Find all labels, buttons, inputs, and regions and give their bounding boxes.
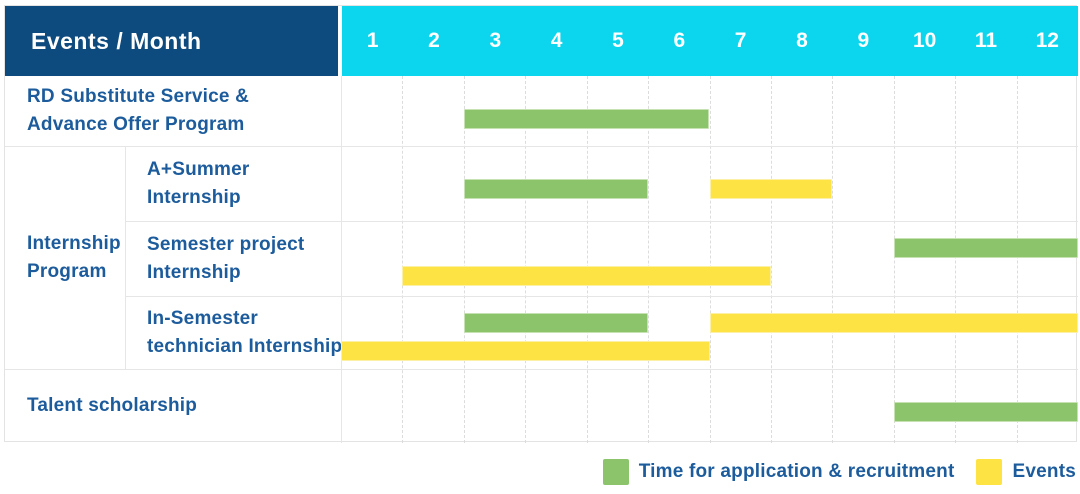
gantt-bar-event [709,313,1078,333]
month-header-cell: 9 [857,29,870,52]
legend-label: Time for application & recruitment [638,461,955,482]
month-header-row: 1 2 3 4 5 6 7 8 9 10 11 12 [342,6,1078,76]
row-label-line: A+Summer [147,158,250,180]
row-label-line: Internship [27,232,121,254]
grid-line-vertical [648,76,650,443]
row-label-line: Program [27,260,107,282]
row-label-line: Semester project [147,233,305,255]
row-label: A+Summer Internship [125,146,341,221]
row-label-line: RD Substitute Service & [27,86,250,107]
row-label: RD Substitute Service & Advance Offer Pro… [5,76,341,146]
row-label: In-Semester technician Internship [125,296,343,369]
grid-line-vertical [1016,76,1018,443]
month-header-cell: 2 [428,29,440,52]
month-header-cell: 8 [796,29,808,52]
row-label: Talent scholarship [5,369,341,443]
events-month-table: Events / Month 1 2 3 4 5 6 7 8 9 10 11 12 RD Substi… [4,5,1078,443]
month-header-cell: 3 [489,29,502,52]
gantt-bar-application [463,179,649,199]
gantt-bar-event [402,266,771,286]
row-label-line: Talent scholarship [27,395,198,416]
month-header-cell: 6 [673,29,686,52]
gantt-bar-event [341,341,710,361]
row-label-line: In-Semester [147,307,258,329]
row-label-line: technician Internship [147,335,343,357]
table-header-title-cell: Events / Month [5,6,338,76]
gantt-bar-application [893,402,1078,422]
grid-line-vertical [463,76,465,443]
gantt-bar-application [463,109,710,129]
month-header-cell: 1 [366,29,379,52]
row-divider [125,221,1078,222]
month-header-cell: 11 [974,29,998,52]
row-label-line: Internship [147,186,241,208]
grid-line-vertical [893,76,895,443]
legend-swatch-event [976,459,1003,485]
month-header-cell: 12 [1035,29,1059,52]
grid-line-vertical [586,76,588,443]
row-divider [5,146,1078,147]
grid-line-vertical [832,76,834,443]
gantt-bar-event [709,179,833,199]
grid-line-vertical [709,76,711,443]
legend-swatch-application [602,459,629,485]
row-label-line: Advance Offer Program [27,114,245,135]
grid-line-vertical [525,76,527,443]
grid-line-vertical [770,76,772,443]
legend: Time for application & recruitment Events [602,456,1076,488]
row-divider [125,296,1078,297]
row-divider [5,369,1078,370]
legend-item-application: Time for application & recruitment [602,459,955,485]
month-header-cell: 4 [550,29,563,52]
legend-item-event: Events [976,459,1076,485]
month-header-cell: 10 [912,29,937,52]
group-column-divider [125,146,126,369]
label-grid-divider [341,76,342,443]
gantt-bar-application [463,313,649,333]
grid-line-vertical [402,76,404,443]
row-label: Semester project Internship [125,221,341,296]
month-header-cell: 5 [612,29,624,52]
group-label: Internship Program [5,146,125,369]
legend-label: Events [1012,461,1076,482]
gantt-bar-application [893,238,1078,258]
row-label-line: Internship [147,261,241,283]
grid-line-vertical [955,76,957,443]
month-header-cell: 7 [734,29,747,52]
page-title: Events / Month [31,27,202,54]
